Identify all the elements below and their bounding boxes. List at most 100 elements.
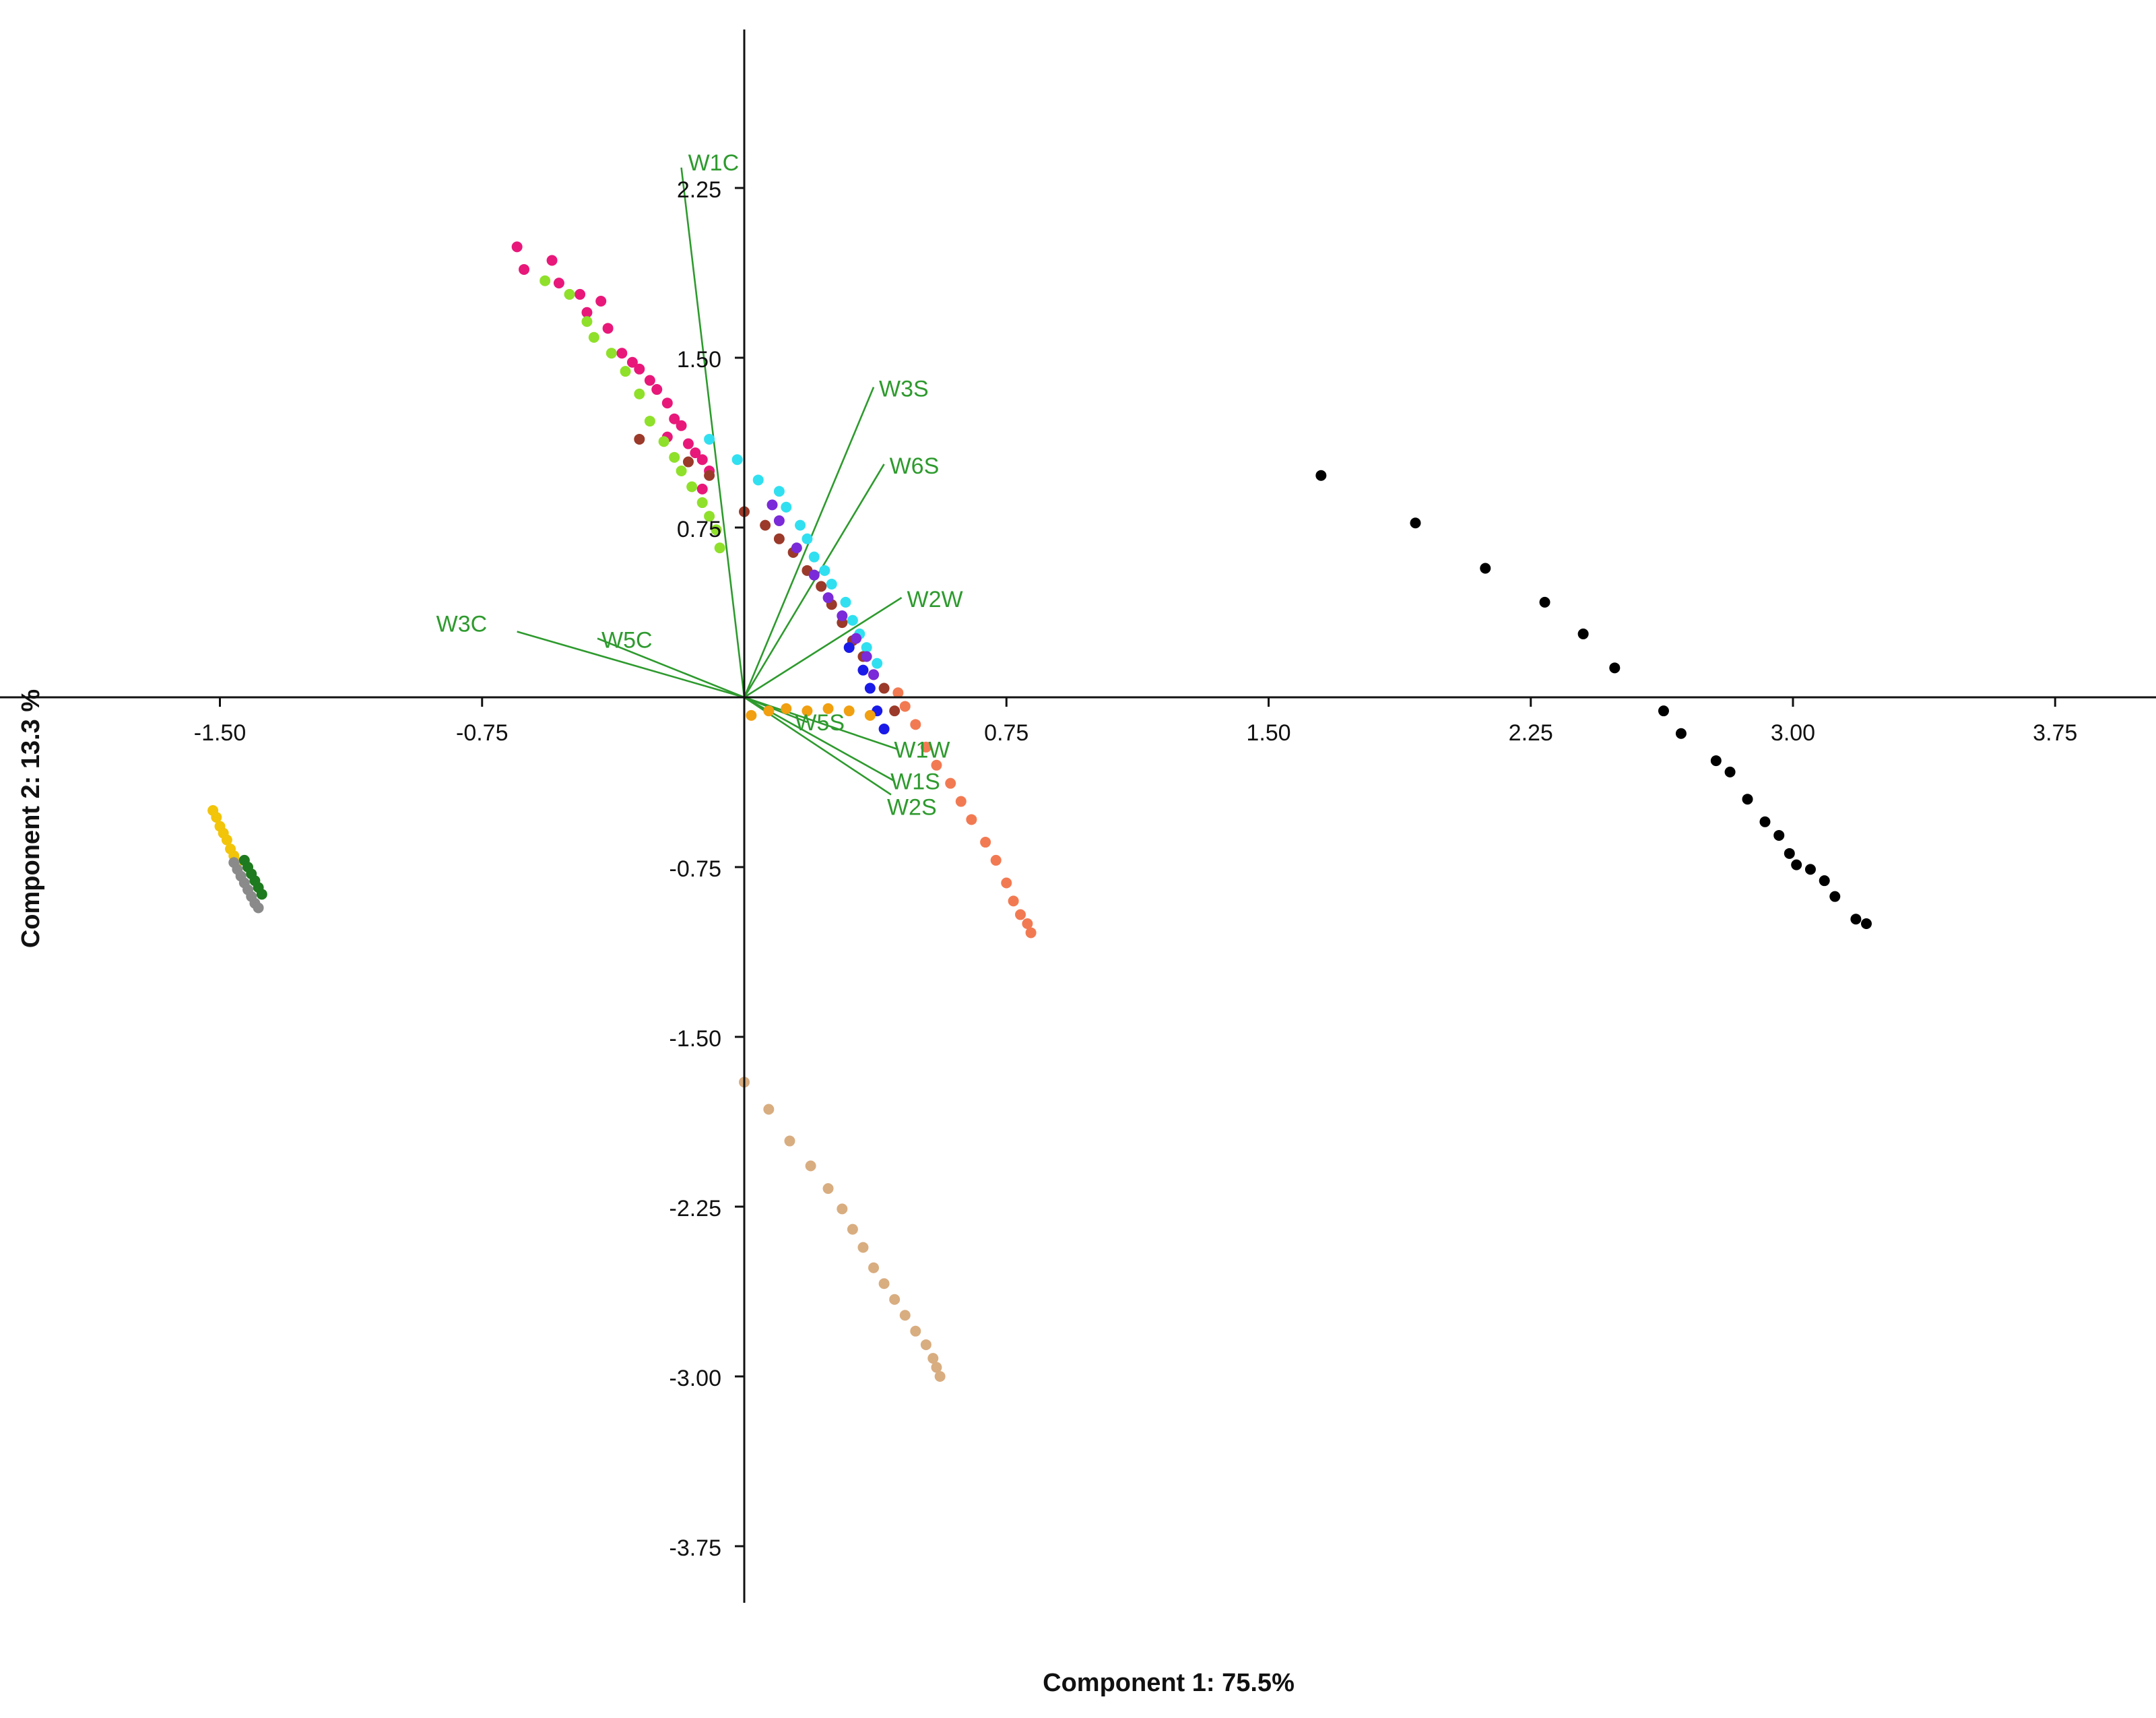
y-tick-label: -2.25 xyxy=(669,1196,722,1221)
score-points xyxy=(207,241,1872,1382)
data-point-group-magenta xyxy=(519,263,530,275)
data-point-group-tan xyxy=(927,1353,939,1364)
loading-vector xyxy=(680,167,746,698)
data-point-group-magenta xyxy=(644,375,655,386)
data-point-group-magenta xyxy=(546,255,558,266)
axes xyxy=(0,29,2156,1603)
data-point-group-magenta xyxy=(602,323,614,334)
loading-label: W1C xyxy=(688,150,740,176)
data-point-group-black xyxy=(1658,705,1669,717)
data-point-group-coral xyxy=(899,701,911,712)
loading-vectors xyxy=(517,167,903,796)
x-tick-label: 0.75 xyxy=(984,720,1028,746)
data-point-group-magenta xyxy=(696,483,708,495)
x-tick-label: 3.75 xyxy=(2033,720,2077,746)
data-point-group-blue xyxy=(864,682,876,694)
data-point-group-coral xyxy=(980,837,991,848)
data-point-group-orange xyxy=(843,705,855,717)
data-point-group-coral xyxy=(1022,918,1033,929)
data-point-group-tan xyxy=(899,1310,911,1321)
data-point-group-tan xyxy=(763,1104,775,1115)
data-point-group-orange xyxy=(746,709,757,721)
data-point-group-lime xyxy=(540,275,551,286)
data-point-group-yellow xyxy=(221,834,232,846)
data-point-group-black xyxy=(1609,662,1621,674)
data-point-group-purple xyxy=(851,633,862,644)
data-point-group-lime xyxy=(606,348,617,359)
data-point-group-darkgreen xyxy=(256,889,267,900)
data-point-group-magenta xyxy=(616,348,628,359)
data-point-group-tan xyxy=(868,1262,880,1273)
data-point-group-brown xyxy=(634,433,645,445)
data-point-group-brown xyxy=(816,581,827,592)
data-point-group-cyan xyxy=(802,533,813,544)
data-point-group-magenta xyxy=(676,420,687,431)
data-point-group-cyan xyxy=(752,474,764,486)
loading-vector xyxy=(517,631,745,699)
data-point-group-cyan xyxy=(840,596,851,608)
data-point-group-brown xyxy=(773,533,785,544)
data-point-group-coral xyxy=(920,741,932,753)
data-point-group-blue xyxy=(857,664,869,676)
data-point-group-lime xyxy=(620,366,631,377)
data-point-group-purple xyxy=(861,651,872,662)
data-point-group-cyan xyxy=(731,454,743,466)
data-point-group-coral xyxy=(1001,877,1012,889)
data-point-group-magenta xyxy=(690,447,701,459)
x-tick-label: 3.00 xyxy=(1771,720,1815,746)
data-point-group-cyan xyxy=(847,614,858,626)
y-tick-label: -0.75 xyxy=(669,856,722,882)
data-point-group-brown xyxy=(704,470,715,481)
data-point-group-lime xyxy=(669,451,680,463)
data-point-group-yellow xyxy=(211,812,222,823)
data-point-group-black xyxy=(1410,517,1421,529)
data-point-group-orange xyxy=(763,705,775,717)
data-point-group-black xyxy=(1850,914,1862,925)
data-point-group-purple xyxy=(837,610,848,622)
data-point-group-lime xyxy=(676,466,687,476)
data-point-group-black xyxy=(1724,766,1736,777)
data-point-group-black xyxy=(1759,816,1771,827)
data-point-group-coral xyxy=(1025,927,1037,938)
data-point-group-orange xyxy=(864,709,876,721)
loading-label: W3S xyxy=(879,377,929,402)
data-point-group-black xyxy=(1819,875,1830,887)
data-point-group-tan xyxy=(878,1278,890,1290)
y-tick-label: 0.75 xyxy=(677,517,721,542)
loading-label: W2W xyxy=(907,587,963,612)
data-point-group-lime xyxy=(658,436,669,447)
data-point-group-black xyxy=(1860,918,1872,929)
data-point-group-cyan xyxy=(826,579,837,590)
data-point-group-tan xyxy=(784,1135,795,1147)
x-tick-label: -1.50 xyxy=(194,720,247,746)
data-point-group-orange xyxy=(802,705,813,717)
data-point-group-magenta xyxy=(581,307,593,318)
x-axis-title: Component 1: 75.5% xyxy=(1043,1669,1295,1697)
data-point-group-black xyxy=(1791,859,1802,870)
data-point-group-blue xyxy=(878,724,890,735)
data-point-group-cyan xyxy=(773,486,785,497)
data-point-group-black xyxy=(1539,596,1550,608)
data-point-group-coral xyxy=(892,687,904,699)
data-point-group-black xyxy=(1773,829,1785,841)
data-point-group-magenta xyxy=(553,278,564,289)
data-point-group-tan xyxy=(910,1325,921,1337)
data-point-group-cyan xyxy=(808,551,820,563)
data-point-group-brown xyxy=(682,456,694,468)
data-point-group-cyan xyxy=(819,565,830,576)
data-point-group-gray xyxy=(253,902,264,914)
loading-vector xyxy=(743,464,885,698)
data-point-group-cyan xyxy=(861,642,872,654)
data-point-group-tan xyxy=(934,1371,946,1382)
loading-label: W2S xyxy=(887,794,937,820)
data-point-group-magenta xyxy=(696,454,708,466)
data-point-group-black xyxy=(1784,848,1795,859)
data-point-group-black xyxy=(1710,755,1722,767)
data-point-group-black xyxy=(1675,728,1687,739)
loading-label: W5S xyxy=(795,710,845,736)
x-axis-ticks: -1.50 -0.75 0.75 1.50 2.25 3.00 3.75 xyxy=(194,697,2077,746)
data-point-group-magenta xyxy=(651,384,663,395)
data-point-group-magenta xyxy=(626,356,638,368)
x-tick-label: 1.50 xyxy=(1246,720,1291,746)
